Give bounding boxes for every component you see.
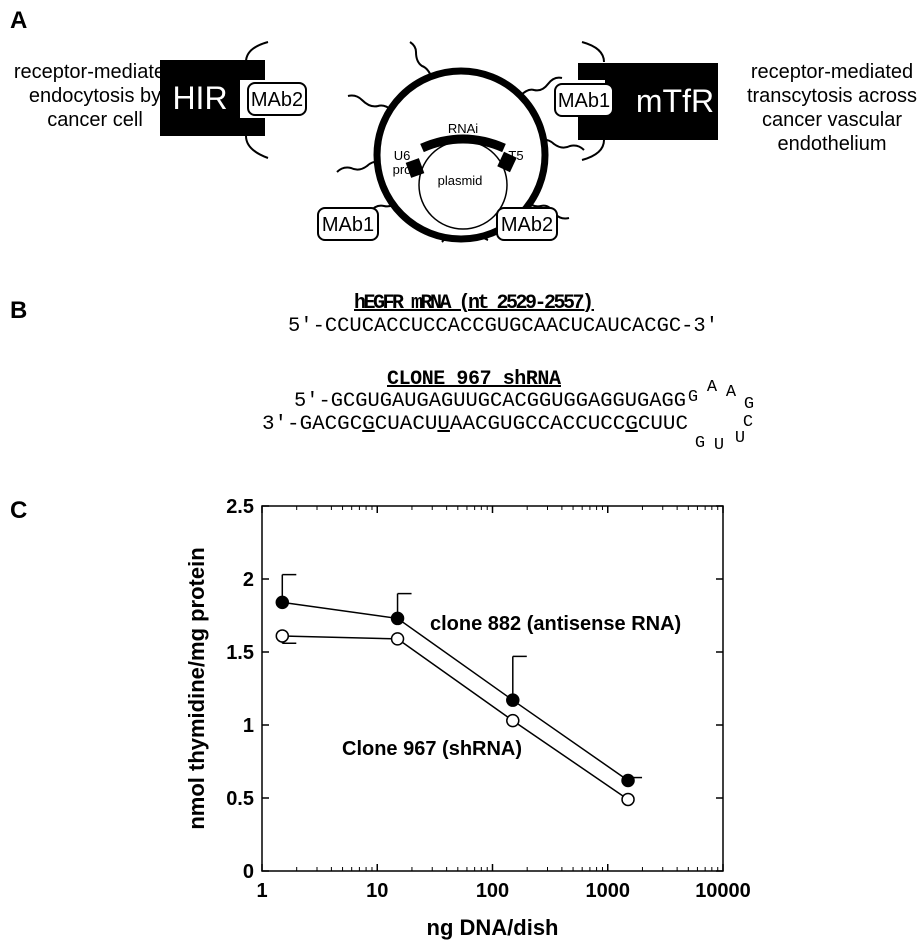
loop-base: G [688, 388, 698, 407]
text-line: transcytosis across [747, 85, 917, 107]
membrane-arc [245, 41, 269, 63]
panel-label: A [10, 7, 27, 34]
u6-label: U6 [394, 148, 411, 163]
antibody-box [554, 83, 614, 117]
strand-segment: AACGUGCCACCUCC [450, 413, 625, 436]
antibody-box [247, 82, 307, 116]
antibody-label: MAb2 [251, 89, 303, 111]
x-tick-label: 1000 [586, 880, 631, 902]
shrna-title: CLONE 967 shRNA [387, 368, 561, 391]
data-point [390, 611, 405, 626]
top-strand: 5'-GCGUGAUGAGUUGCACGGUGGAGGUGAGG [294, 390, 686, 413]
loop-base: U [735, 429, 745, 448]
rnai-insert [420, 134, 506, 153]
antibody-label: MAb2 [501, 214, 553, 236]
right-text: receptor-mediated transcytosis across ca… [747, 61, 917, 155]
x-tick-label: 1 [256, 880, 267, 902]
data-point [275, 629, 290, 643]
plot-frame [261, 505, 724, 872]
membrane-arc [245, 135, 269, 159]
series-line [282, 601, 629, 782]
t5-terminator [497, 151, 517, 173]
mrna-sequence: 5'-CCUCACCUCCACCGUGCAACUCAUCACGC-3' [288, 315, 718, 338]
data-point [506, 713, 520, 728]
antibody-label: MAb1 [322, 214, 374, 236]
mrna-title: hEGFR mRNA (nt 2529-2557) [354, 292, 594, 315]
y-tick-label: 0 [243, 861, 254, 883]
series-label: clone 882 (antisense RNA) [430, 613, 681, 635]
u6-promoter [405, 158, 425, 178]
liposome [373, 67, 549, 243]
u6-label: pro [393, 162, 412, 177]
antibody-box [317, 207, 379, 241]
series-label: Clone 967 (shRNA) [342, 738, 522, 760]
x-tick-label: 100 [476, 880, 509, 902]
data-point [275, 595, 290, 610]
strand-segment: CUUC [638, 413, 688, 436]
y-tick-label: 2 [243, 569, 254, 591]
antibody-label: MAb1 [558, 90, 610, 112]
chart: 0 0.5 1 1.5 2 2.5 1 10 100 1000 10000 ng DNA/dish nm… [184, 496, 751, 940]
text-line: endocytosis by [29, 85, 161, 107]
y-tick-label: 1.5 [226, 642, 254, 664]
panel-label: B [10, 297, 27, 324]
text-line: endothelium [778, 133, 887, 155]
membrane-arc [581, 41, 605, 63]
text-line: cancer vascular [762, 109, 902, 131]
data-point [506, 693, 520, 707]
series-line [282, 635, 629, 801]
left-text: receptor-mediated endocytosis by cancer … [14, 61, 176, 131]
loop-base: G [695, 434, 705, 453]
mtfr-receptor [578, 63, 718, 140]
y-tick-label: 0.5 [226, 788, 254, 810]
x-tick-label: 10000 [695, 880, 751, 902]
y-tick-label: 1 [243, 715, 254, 737]
strand-segment: U [437, 413, 450, 436]
data-point [621, 792, 635, 807]
text-line: receptor-mediated [14, 61, 176, 83]
t5-label: T5 [508, 148, 523, 163]
text-line: cancer cell [47, 109, 143, 131]
strand-segment: G [362, 413, 375, 436]
strand-segment: 3'-GACGC [262, 413, 362, 436]
loop-base: A [726, 383, 737, 402]
hir-label: HIR [172, 80, 227, 116]
x-tick-label: 10 [366, 880, 388, 902]
mtfr-label: mTfR [636, 83, 714, 119]
antibody-box [496, 207, 558, 241]
membrane-arc [581, 139, 605, 161]
strand-segment: CUACU [375, 413, 438, 436]
loop-base: G [744, 395, 754, 414]
y-tick-label: 2.5 [226, 496, 254, 518]
y-axis-label: nmol thymidine/mg protein [184, 547, 209, 829]
hir-receptor [160, 60, 265, 136]
strand-segment: G [625, 413, 638, 436]
bottom-strand: 3'-GACGC GCUACU UAACGUGCCACCUCC GCUUC [262, 413, 688, 436]
plasmid-label: plasmid [438, 173, 483, 188]
text-line: receptor-mediated [751, 61, 913, 83]
loop-base: U [714, 436, 724, 455]
data-point [621, 773, 635, 788]
x-axis-label: ng DNA/dish [427, 915, 559, 940]
loop-base: A [707, 378, 718, 397]
panel-label: C [10, 497, 27, 524]
rnai-label: RNAi [448, 121, 478, 136]
loop-base: C [743, 413, 753, 432]
data-point [390, 632, 405, 646]
